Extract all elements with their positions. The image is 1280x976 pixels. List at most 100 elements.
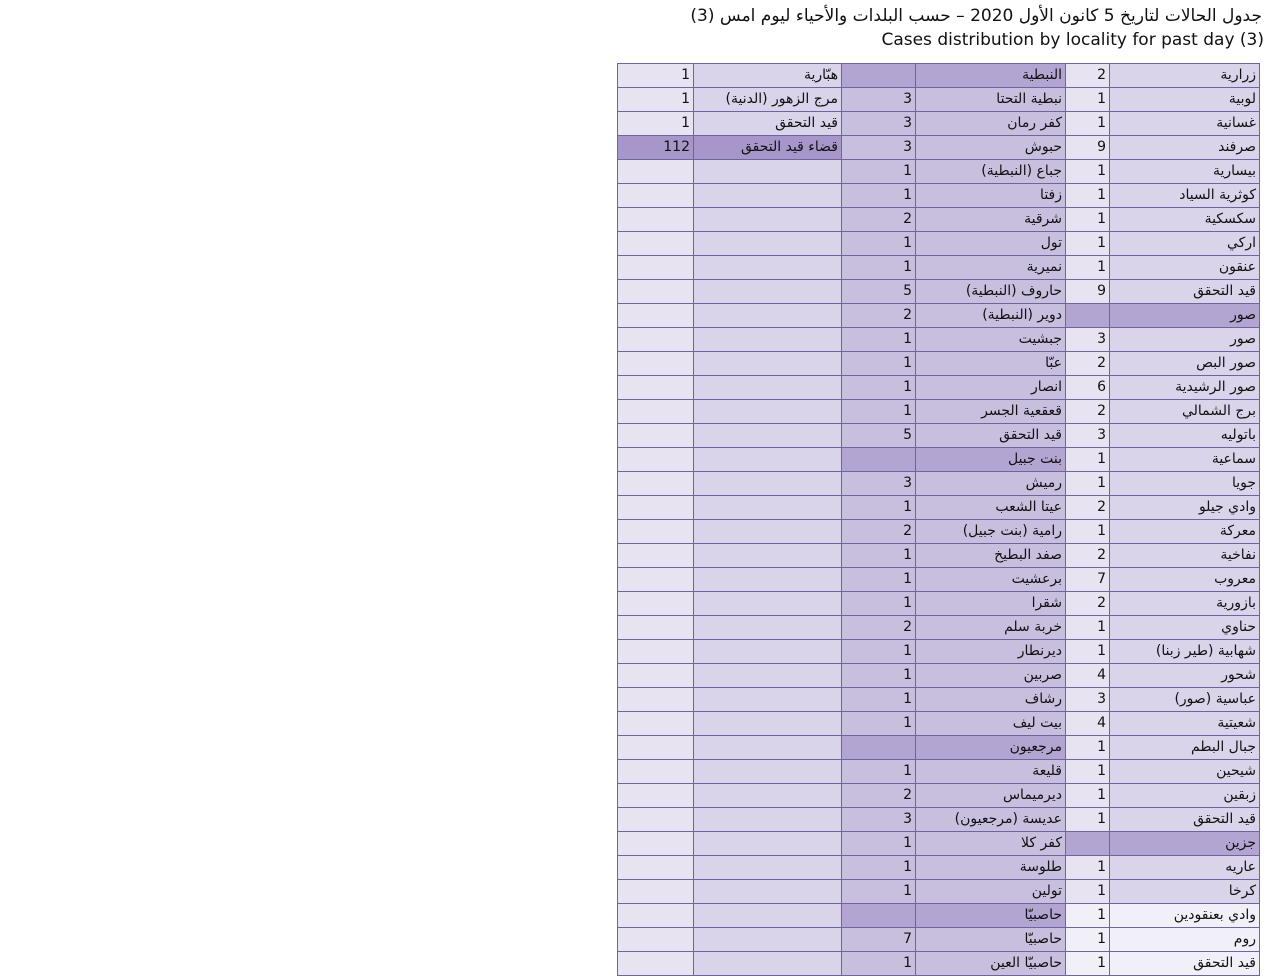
locality-col3: عاريه: [1109, 855, 1260, 880]
locality-col1: [693, 567, 842, 592]
count-col3: [1065, 831, 1110, 856]
cases-table: 1 هبّارية النبطية 2 زرارية 1 مرج الزهور (الدني…: [617, 63, 1260, 976]
count-col2: [841, 63, 916, 88]
locality-col2: جباع (النبطية): [915, 159, 1066, 184]
count-col3: 1: [1065, 615, 1110, 640]
count-col2: 3: [841, 87, 916, 112]
count-col1: 112: [617, 135, 694, 160]
table-row: 2 رامية (بنت جبيل) 1 معركة: [617, 519, 1260, 544]
table-row: 1 تول 1 اركي: [617, 231, 1260, 256]
locality-col2: تول: [915, 231, 1066, 256]
locality-col2: قعقعية الجسر: [915, 399, 1066, 424]
table-row: 1 نميرية 1 عنقون: [617, 255, 1260, 280]
locality-col3: برج الشمالي: [1109, 399, 1260, 424]
locality-col2: حاصبيّا: [915, 927, 1066, 952]
count-col2: 1: [841, 327, 916, 352]
locality-col1: [693, 807, 842, 832]
count-col2: 1: [841, 759, 916, 784]
locality-col1: [693, 831, 842, 856]
locality-col1: [693, 423, 842, 448]
count-col3: 9: [1065, 135, 1110, 160]
locality-col1: [693, 639, 842, 664]
table-row: بنت جبيل 1 سماعية: [617, 447, 1260, 472]
count-col3: 3: [1065, 687, 1110, 712]
count-col1: [617, 375, 694, 400]
count-col1: [617, 687, 694, 712]
table-row: 2 شرقية 1 سكسكية: [617, 207, 1260, 232]
table-row: 5 حاروف (النبطية) 9 قيد التحقق: [617, 279, 1260, 304]
count-col2: [841, 735, 916, 760]
locality-col3: عباسية (صور): [1109, 687, 1260, 712]
count-col2: 1: [841, 351, 916, 376]
count-col1: 1: [617, 87, 694, 112]
count-col2: 1: [841, 159, 916, 184]
count-col1: [617, 519, 694, 544]
count-col1: [617, 495, 694, 520]
count-col2: 7: [841, 927, 916, 952]
count-col3: 2: [1065, 591, 1110, 616]
count-col2: 3: [841, 135, 916, 160]
count-col2: 2: [841, 519, 916, 544]
locality-col1: [693, 255, 842, 280]
count-col1: [617, 831, 694, 856]
locality-col1: [693, 231, 842, 256]
locality-col3: جبال البطم: [1109, 735, 1260, 760]
locality-col1: [693, 327, 842, 352]
count-col1: [617, 903, 694, 928]
locality-col1: [693, 543, 842, 568]
count-col2: 1: [841, 255, 916, 280]
locality-col3: صور: [1109, 327, 1260, 352]
table-row: 1 هبّارية النبطية 2 زرارية: [617, 63, 1260, 88]
count-col1: [617, 639, 694, 664]
locality-col1: [693, 351, 842, 376]
locality-col1: [693, 687, 842, 712]
locality-col1: [693, 447, 842, 472]
count-col1: [617, 783, 694, 808]
locality-col1: [693, 951, 842, 976]
count-col1: [617, 303, 694, 328]
locality-col1: [693, 591, 842, 616]
locality-col2: نميرية: [915, 255, 1066, 280]
count-col2: 1: [841, 855, 916, 880]
locality-col2: النبطية: [915, 63, 1066, 88]
locality-col1: [693, 399, 842, 424]
locality-col3: عنقون: [1109, 255, 1260, 280]
count-col1: [617, 207, 694, 232]
locality-col3: جويا: [1109, 471, 1260, 496]
count-col1: [617, 399, 694, 424]
locality-col2: ديرنطار: [915, 639, 1066, 664]
locality-col3: وادي جيلو: [1109, 495, 1260, 520]
locality-col2: شرقية: [915, 207, 1066, 232]
count-col2: 1: [841, 663, 916, 688]
count-col1: [617, 183, 694, 208]
locality-col1: [693, 783, 842, 808]
locality-col3: زبقين: [1109, 783, 1260, 808]
locality-col1: [693, 855, 842, 880]
table-row: 112 قضاء قيد التحقق 3 حبوش 9 صرفند: [617, 135, 1260, 160]
locality-col2: برعشيت: [915, 567, 1066, 592]
locality-col3: قيد التحقق: [1109, 279, 1260, 304]
locality-col2: دوير (النبطية): [915, 303, 1066, 328]
table-row: 1 عيتا الشعب 2 وادي جيلو: [617, 495, 1260, 520]
table-row: 1 قيد التحقق 3 كفر رمان 1 غسانية: [617, 111, 1260, 136]
locality-col2: قيد التحقق: [915, 423, 1066, 448]
table-row: 1 ديرنطار 1 شهابية (طير زبنا): [617, 639, 1260, 664]
count-col1: [617, 927, 694, 952]
count-col2: 3: [841, 807, 916, 832]
table-row: 1 جباع (النبطية) 1 بيسارية: [617, 159, 1260, 184]
locality-col2: جبشيت: [915, 327, 1066, 352]
count-col1: [617, 447, 694, 472]
table-row: 3 رميش 1 جويا: [617, 471, 1260, 496]
count-col3: 1: [1065, 735, 1110, 760]
count-col3: 4: [1065, 711, 1110, 736]
count-col2: 1: [841, 591, 916, 616]
locality-col2: عيتا الشعب: [915, 495, 1066, 520]
locality-col3: اركي: [1109, 231, 1260, 256]
locality-col3: شهابية (طير زبنا): [1109, 639, 1260, 664]
count-col2: 1: [841, 375, 916, 400]
locality-col2: شقرا: [915, 591, 1066, 616]
table-row: 1 مرج الزهور (الدنية) 3 نبطية التحتا 1 لوبية: [617, 87, 1260, 112]
locality-col2: كفر كلا: [915, 831, 1066, 856]
table-row: 1 زفتا 1 كوثرية السياد: [617, 183, 1260, 208]
count-col3: 1: [1065, 927, 1110, 952]
